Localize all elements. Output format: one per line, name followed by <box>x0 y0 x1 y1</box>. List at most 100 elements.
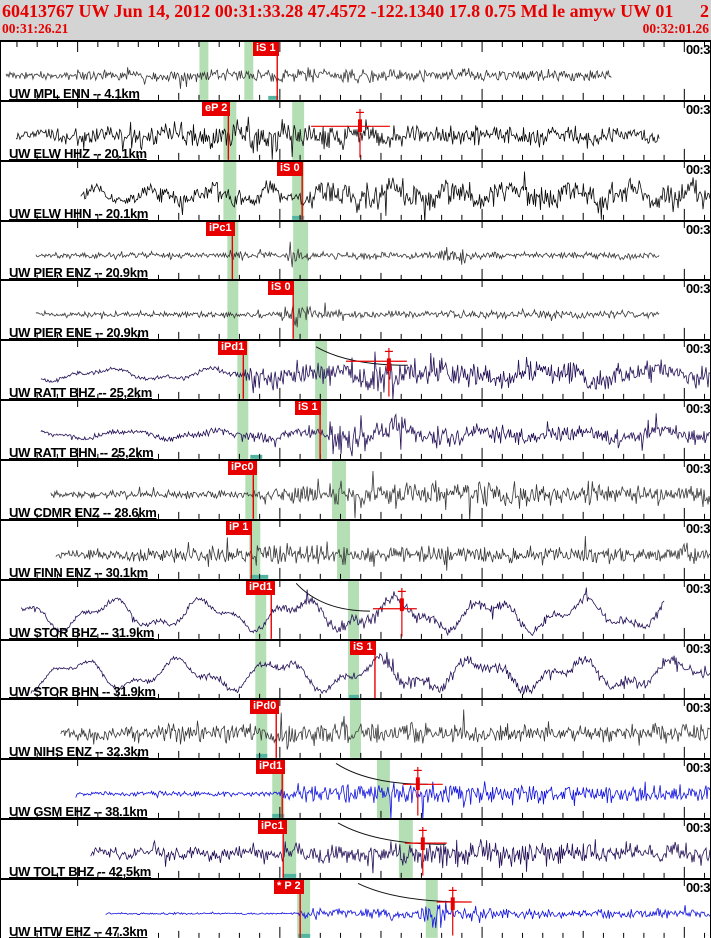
arrival-window-band <box>227 281 239 340</box>
phase-pick-label[interactable]: iS 0 <box>277 161 303 176</box>
time-axis-ticks <box>16 281 706 340</box>
band-footer-mark <box>298 933 311 938</box>
panel-time-label: 00:3 <box>685 461 710 477</box>
coda-duration-marker[interactable] <box>404 827 447 876</box>
arrival-window-band <box>244 42 254 100</box>
trace-panel-uw-nihs-enz[interactable]: iPd0 UW NIHS ENZ -- 32.3km 00:3 <box>1 698 710 759</box>
arrival-window-band <box>292 101 305 160</box>
phase-pick-label[interactable]: iPd1 <box>246 580 276 595</box>
coda-duration-marker[interactable] <box>372 587 417 637</box>
station-label: UW FINN ENZ -- 30.1km <box>9 564 148 579</box>
trace-panel-uw-ratt-bhz[interactable]: iPd1 UW RATT BHZ -- 25,2km 00:3 <box>1 339 710 400</box>
waveform-canvas-uw-finn-enz[interactable] <box>1 520 710 579</box>
time-axis-ticks <box>16 461 706 519</box>
trace-panel-uw-pier-enz[interactable]: iPc1 UW PIER ENZ -- 20.9km 00:3 <box>1 219 710 280</box>
arrival-window-band <box>256 700 268 759</box>
coda-duration-marker[interactable] <box>436 886 472 936</box>
phase-pick-label[interactable]: iPd1 <box>218 341 248 356</box>
waveform-canvas-uw-stor-bhz[interactable] <box>1 580 710 639</box>
panel-time-label: 00:3 <box>685 520 710 536</box>
waveform-canvas-uw-cdmr-enz[interactable] <box>1 461 710 519</box>
time-axis-ticks <box>16 640 706 699</box>
trace-panel-uw-stor-bhn[interactable]: iS 1 UW STOR BHN -- 31.9km 00:3 <box>1 638 710 699</box>
coda-decay-curve <box>295 582 370 612</box>
phase-pick-label[interactable]: * P 2 <box>274 880 304 895</box>
arrival-window-band <box>245 461 258 519</box>
phase-pick-label[interactable]: iP 1 <box>226 520 252 535</box>
station-label: UW STOR BHZ -- 31.9km <box>9 624 155 639</box>
trace-panel-uw-cdmr-enz[interactable]: iPc0 UW CDMR ENZ -- 28.6km 00:3 <box>1 459 710 519</box>
station-label: UW RATT BHN -- 25,2km <box>9 445 154 460</box>
arrival-window-band <box>255 580 267 639</box>
trace-panel-uw-pier-ene[interactable]: iS 0 UW PIER ENE -- 20.9km 00:3 <box>1 279 710 340</box>
arrival-window-band <box>255 640 267 699</box>
phase-pick-label[interactable]: eP 2 <box>202 101 231 116</box>
seismogram-waveform <box>75 781 710 819</box>
seismogram-waveform <box>90 839 710 874</box>
seismogram-waveform <box>5 67 612 89</box>
station-label: UW ELW HHZ -- 20.1km <box>9 145 147 160</box>
panel-time-label: 00:3 <box>685 880 710 896</box>
phase-pick-label[interactable]: iPc1 <box>206 221 235 236</box>
band-footer-mark <box>268 95 279 100</box>
arrival-window-band <box>292 161 305 220</box>
panel-time-label: 00:3 <box>685 640 710 656</box>
station-label: UW CDMR ENZ -- 28.6km <box>9 504 157 519</box>
band-footer-mark <box>272 814 285 819</box>
time-axis-ticks <box>16 42 706 100</box>
trace-panel-uw-gsm-ehz[interactable]: iPd1 UW GSM EHZ -- 38.1km 00:3 <box>1 758 710 819</box>
station-label: UW NIHS ENZ -- 32.3km <box>9 744 149 759</box>
phase-pick-label[interactable]: iS 1 <box>350 640 376 655</box>
phase-pick-label[interactable]: iS 1 <box>295 401 321 416</box>
event-title-overflow: 2 <box>700 1 709 21</box>
trace-panel-uw-finn-enz[interactable]: iP 1 UW FINN ENZ -- 30.1km 00:3 <box>1 518 710 579</box>
waveform-canvas-uw-mpl-enn[interactable] <box>1 42 710 100</box>
seismogram-waveform <box>55 535 710 571</box>
phase-pick-label[interactable]: iPc1 <box>258 820 287 835</box>
trace-panel-uw-stor-bhz[interactable]: iPd1 UW STOR BHZ -- 31.9km 00:3 <box>1 578 710 639</box>
station-label: UW ELW HHN -- 20.1km <box>9 205 149 220</box>
trace-panel-uw-elw-hhz[interactable]: eP 2 UW ELW HHZ -- 20.1km 00:3 <box>1 99 710 160</box>
waveform-canvas-uw-gsm-ehz[interactable] <box>1 760 710 819</box>
band-footer-mark <box>250 455 263 460</box>
waveform-canvas-uw-ratt-bhz[interactable] <box>1 341 710 400</box>
waveform-canvas-uw-elw-hhz[interactable] <box>1 101 710 160</box>
coda-duration-marker[interactable] <box>311 108 390 158</box>
trace-panel-uw-tolt-bhz[interactable]: iPc1 UW TOLT BHZ -- 42,5km 00:3 <box>1 818 710 879</box>
coda-duration-marker[interactable] <box>402 767 443 816</box>
trace-panel-uw-mpl-enn[interactable]: iS 1 UW MPL ENN -- 4.1km 00:3 <box>1 40 710 100</box>
waveform-canvas-uw-elw-hhn[interactable] <box>1 161 710 220</box>
trace-panel-uw-elw-hhn[interactable]: iS 0 UW ELW HHN -- 20.1km 00:3 <box>1 159 710 220</box>
seismogram-waveform <box>105 900 710 929</box>
trace-panel-uw-htw-ehz[interactable]: * P 2 UW HTW EHZ -- 47.3km 00:3 <box>1 878 710 938</box>
waveform-canvas-uw-htw-ehz[interactable] <box>1 880 710 938</box>
waveform-canvas-uw-nihs-enz[interactable] <box>1 700 710 759</box>
time-axis-ticks <box>16 760 706 819</box>
arrival-window-band <box>237 401 249 460</box>
time-axis-ticks <box>16 101 706 160</box>
panel-time-label: 00:3 <box>685 42 710 57</box>
arrival-window-band <box>376 760 390 819</box>
phase-pick-label[interactable]: iS 1 <box>253 42 279 56</box>
station-label: UW TOLT BHZ -- 42,5km <box>9 864 152 879</box>
coda-decay-curve <box>337 822 446 845</box>
time-axis-ticks <box>16 341 706 400</box>
arrival-window-band <box>293 281 309 340</box>
phase-pick-label[interactable]: iPc0 <box>228 461 257 476</box>
phase-pick-label[interactable]: iPd1 <box>256 760 286 775</box>
event-header: 60413767 UW Jun 14, 2012 00:31:33.28 47.… <box>0 0 711 40</box>
arrival-window-band <box>249 520 261 579</box>
time-axis-ticks <box>16 401 706 460</box>
trace-panel-uw-ratt-bhn[interactable]: iS 1 UW RATT BHN -- 25,2km 00:3 <box>1 399 710 460</box>
coda-duration-marker[interactable] <box>346 348 407 397</box>
time-axis-ticks <box>16 820 706 879</box>
panel-time-label: 00:3 <box>685 401 710 417</box>
phase-pick-label[interactable]: iPd0 <box>250 700 280 715</box>
waveform-canvas-uw-stor-bhn[interactable] <box>1 640 710 699</box>
station-label: UW PIER ENE -- 20.9km <box>9 325 149 340</box>
phase-pick-label[interactable]: iS 0 <box>268 281 294 296</box>
seismogram-waveform <box>80 171 710 220</box>
panel-time-label: 00:3 <box>685 221 710 237</box>
waveform-canvas-uw-tolt-bhz[interactable] <box>1 820 710 879</box>
